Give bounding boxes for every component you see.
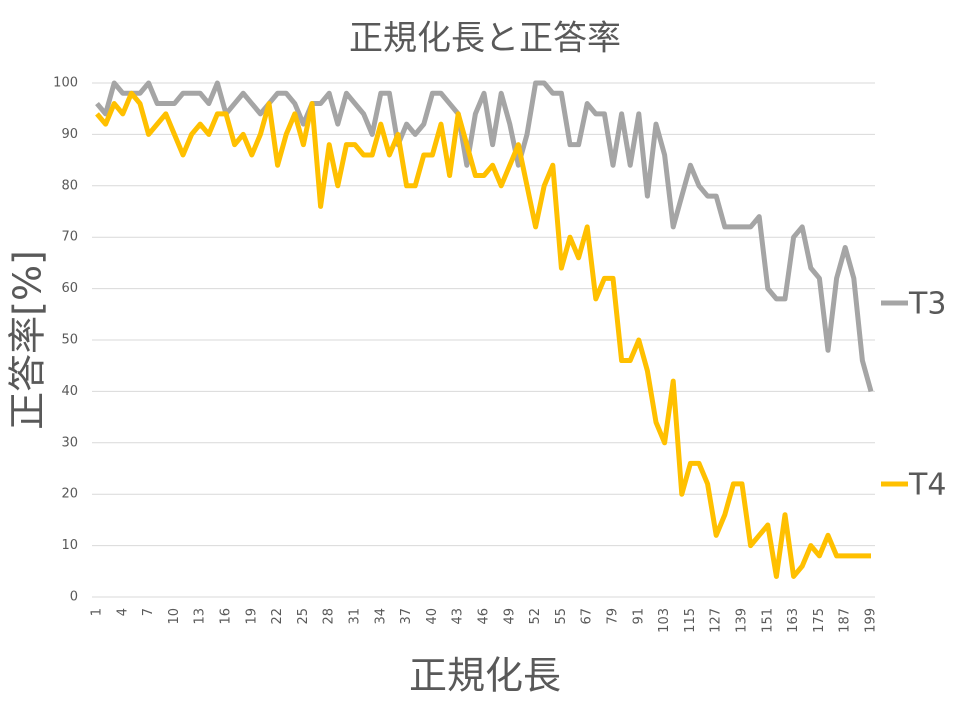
x-tick-label: 25 xyxy=(296,608,311,625)
x-tick-label: 187 xyxy=(838,608,853,633)
y-tick-label: 80 xyxy=(61,178,78,193)
x-tick-label: 16 xyxy=(219,608,234,625)
x-tick-label: 1 xyxy=(90,608,105,616)
y-tick-label: 0 xyxy=(70,590,78,605)
y-tick-label: 10 xyxy=(61,538,78,553)
y-axis-label: 正答率[%] xyxy=(6,250,50,430)
x-tick-label: 151 xyxy=(760,608,775,633)
x-tick-label: 46 xyxy=(477,608,492,625)
chart-title: 正規化長と正答率 xyxy=(349,19,621,59)
x-tick-label: 52 xyxy=(528,608,543,625)
y-tick-label: 90 xyxy=(61,127,78,142)
x-tick-label: 40 xyxy=(425,608,440,625)
x-axis-label: 正規化長 xyxy=(409,654,561,698)
x-tick-label: 19 xyxy=(244,608,259,625)
x-tick-label: 28 xyxy=(322,608,337,625)
x-tick-label: 22 xyxy=(270,608,285,625)
y-tick-label: 60 xyxy=(61,281,78,296)
x-tick-label: 115 xyxy=(683,608,698,633)
x-tick-label: 103 xyxy=(657,608,672,633)
x-tick-label: 139 xyxy=(735,608,750,633)
x-tick-label: 91 xyxy=(631,608,646,625)
y-tick-label: 30 xyxy=(61,435,78,450)
x-tick-label: 7 xyxy=(141,608,156,616)
y-tick-label: 70 xyxy=(61,230,78,245)
x-tick-label: 163 xyxy=(786,608,801,633)
y-tick-label: 40 xyxy=(61,384,78,399)
x-tick-label: 79 xyxy=(606,608,621,625)
y-tick-label: 50 xyxy=(61,333,78,348)
x-tick-label: 55 xyxy=(554,608,569,625)
x-tick-label: 199 xyxy=(864,608,879,633)
x-tick-label: 34 xyxy=(373,608,388,625)
line-series xyxy=(95,90,871,579)
x-tick-label: 49 xyxy=(502,608,517,625)
x-tick-label: 31 xyxy=(348,608,363,625)
legend-label: T4 xyxy=(908,468,946,503)
x-tick-label: 175 xyxy=(812,608,827,633)
y-tick-label: 20 xyxy=(61,487,78,502)
legend-label: T3 xyxy=(908,287,946,322)
x-tick-label: 127 xyxy=(709,608,724,633)
x-tick-label: 10 xyxy=(167,608,182,625)
x-tick-label: 43 xyxy=(451,608,466,625)
x-tick-label: 13 xyxy=(193,608,208,625)
x-tick-label: 37 xyxy=(399,608,414,625)
y-tick-label: 100 xyxy=(53,76,78,91)
x-tick-label: 4 xyxy=(115,608,130,616)
x-tick-label: 67 xyxy=(580,608,595,625)
